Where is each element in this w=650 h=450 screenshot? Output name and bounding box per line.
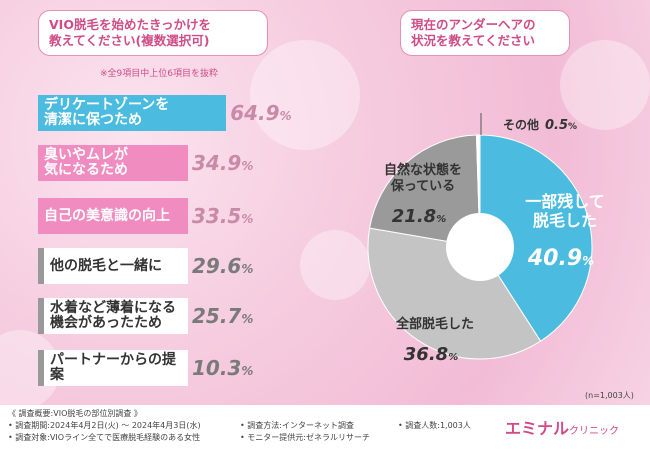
footer-respondents: • 調査人数:1,003人 — [398, 421, 471, 430]
bar: 他の脱毛と一緒に — [38, 248, 188, 284]
bokeh-decoration — [250, 40, 360, 150]
bokeh-decoration — [560, 40, 650, 130]
pie-category-label: 全部脱毛した — [395, 316, 474, 332]
bar-value-unit: % — [241, 159, 254, 173]
bar: 水着など薄着になる 機会があったため — [38, 298, 188, 334]
bar: 臭いやムレが 気になるため — [38, 145, 188, 181]
footer-method: • 調査方法:インターネット調査 — [240, 421, 354, 430]
pie-category-label: 自然な状態を保っている — [384, 162, 462, 194]
bar-row: パートナーからの提案 10.3% — [38, 350, 253, 386]
right-chart-title: 現在のアンダーヘアの 状況を教えてください — [400, 10, 570, 56]
pie-slice — [369, 134, 481, 248]
pie-value-label: 40.9% — [527, 246, 594, 271]
left-title-line-2: 教えてください(複数選択可) — [49, 33, 210, 48]
left-title-line-1: VIO脱毛を始めたきっかけを — [49, 17, 211, 32]
pie-category-label: 一部残して脱毛した — [525, 192, 605, 230]
bar-row: 水着など薄着になる 機会があったため 25.7% — [38, 298, 253, 334]
pie-hole — [446, 213, 514, 281]
pie-slice — [367, 227, 542, 360]
bar: パートナーからの提案 — [38, 350, 188, 386]
footer-period: • 調査期間:2024年4月2日(火) 〜 2024年4月3日(水) — [8, 421, 201, 430]
footer: 《 調査概要:VIO脱毛の部位別調査 》 • 調査期間:2024年4月2日(火)… — [0, 405, 650, 450]
pie-category-label: その他 0.5% — [503, 117, 577, 133]
bar-row: デリケートゾーンを 清潔に保つため 64.9% — [38, 95, 292, 131]
bar: デリケートゾーンを 清潔に保つため — [38, 95, 227, 131]
pie-value-label: 21.8% — [392, 206, 446, 227]
bar-value-unit: % — [241, 312, 254, 326]
pie-chart: 一部残して脱毛した 40.9% 全部脱毛した 36.8% 自然な状態を保っている 21.8… — [367, 113, 605, 365]
pie-value-label: 36.8% — [404, 344, 458, 365]
right-title-line-2: 状況を教えてください — [411, 33, 536, 48]
clinic-logo: エミナルクリニック — [505, 415, 619, 439]
right-title-line-1: 現在のアンダーヘアの — [411, 17, 536, 32]
bar-value-label: 34.9% — [192, 151, 254, 175]
bar-row: 他の脱毛と一緒に 29.6% — [38, 248, 253, 284]
bar-row: 自己の美意識の向上 33.5% — [38, 198, 253, 234]
footer-overview: 《 調査概要:VIO脱毛の部位別調査 》 — [8, 409, 142, 418]
footer-provider: • モニター提供元:ゼネラルリサーチ — [240, 433, 370, 442]
bar-value-label: 64.9% — [230, 101, 292, 125]
bokeh-decoration — [300, 230, 370, 300]
bar-value-unit: % — [241, 262, 254, 276]
bar-value-label: 29.6% — [192, 254, 254, 278]
bar-value-unit: % — [241, 364, 254, 378]
bar-value-unit: % — [279, 109, 292, 123]
left-chart-title: VIO脱毛を始めたきっかけを 教えてください(複数選択可) — [38, 10, 268, 56]
footer-target: • 調査対象:VIOライン全てで医療脱毛経験のある女性 — [8, 433, 201, 442]
bar-value-label: 10.3% — [192, 356, 254, 380]
logo-main-text: エミナル — [505, 419, 570, 438]
bar-value-label: 33.5% — [192, 204, 254, 228]
bar: 自己の美意識の向上 — [38, 198, 188, 234]
bar-value-label: 25.7% — [192, 304, 254, 328]
sample-size: (n=1,003人) — [585, 391, 634, 400]
logo-sub-text: クリニック — [569, 426, 620, 437]
bar-value-unit: % — [241, 212, 254, 226]
bar-row: 臭いやムレが 気になるため 34.9% — [38, 145, 253, 181]
note-text: ※全9項目中上位6項目を抜粋 — [100, 69, 218, 79]
